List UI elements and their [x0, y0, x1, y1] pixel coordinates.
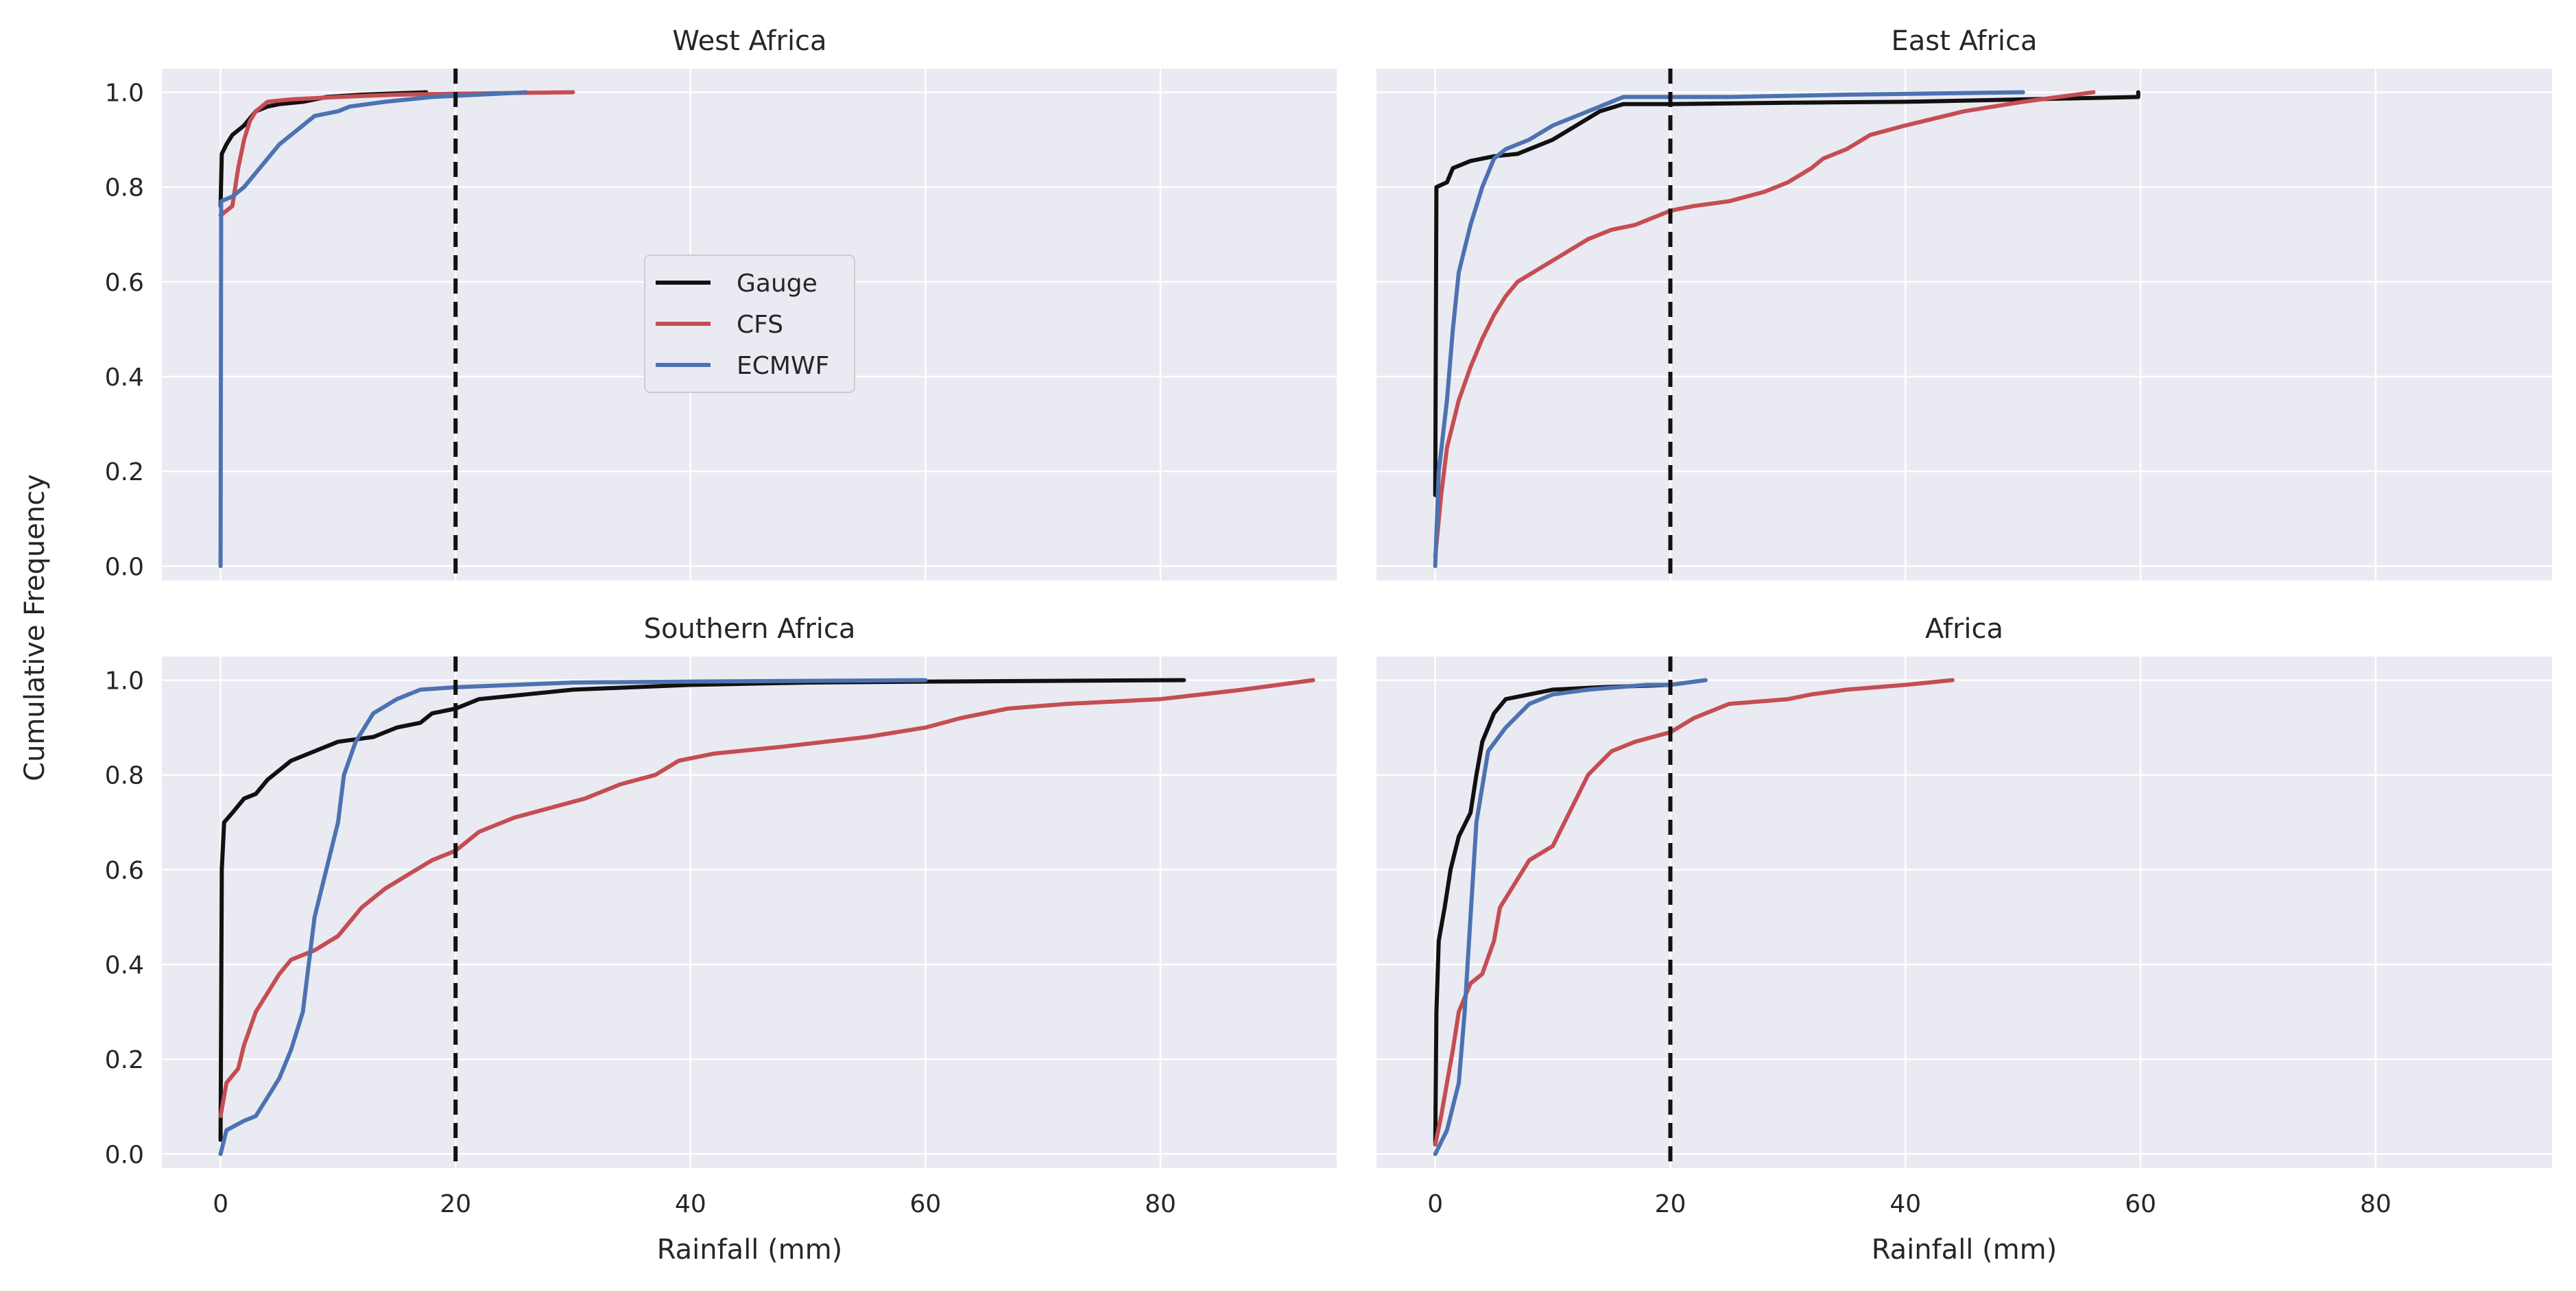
- panel-title: East Africa: [1891, 25, 2037, 57]
- x-axis-label: Rainfall (mm): [1872, 1234, 2058, 1266]
- plot-background: [1376, 69, 2552, 580]
- legend-box: [644, 254, 855, 393]
- panel-title: Southern Africa: [644, 613, 856, 645]
- x-tick-label: 60: [910, 1190, 942, 1218]
- x-tick-label: 40: [675, 1190, 706, 1218]
- y-tick-label: 0.6: [105, 857, 144, 885]
- x-tick-label: 20: [440, 1190, 471, 1218]
- y-tick-label: 0.8: [105, 762, 144, 790]
- series-line-cfs: [1433, 678, 1955, 1147]
- panel-title: Africa: [1925, 613, 2003, 645]
- y-tick-label: 0.0: [105, 553, 144, 581]
- x-tick-label: 80: [2360, 1190, 2392, 1218]
- series-group: [1433, 90, 2140, 569]
- panel-plot-area: 0 20 40 60 80 0.0 0.2 0.4 0.6 0.8 1.0: [105, 656, 1337, 1218]
- legend-label: Gauge: [737, 270, 818, 298]
- x-tick-label: 60: [2125, 1190, 2156, 1218]
- series-line-cfs: [1433, 90, 2096, 559]
- series-line-ecmwf: [1433, 90, 2025, 569]
- series-line-cfs: [218, 90, 575, 218]
- y-tick-label: 0.8: [105, 174, 144, 202]
- y-tick-label: 1.0: [105, 80, 144, 108]
- series-line-gauge: [1433, 90, 2140, 497]
- series-group: [218, 678, 1315, 1157]
- series-line-ecmwf: [218, 90, 528, 569]
- series-line-gauge: [1433, 683, 1673, 1147]
- x-tick-label: 40: [1889, 1190, 1921, 1218]
- y-tick-label: 0.4: [105, 951, 144, 980]
- panel-east-africa: East Africa: [1891, 25, 2037, 57]
- panel-plot-area: [1376, 69, 2552, 580]
- y-axis-label: Cumulative Frequency: [19, 474, 51, 781]
- panel-west-africa: West Africa: [672, 25, 826, 57]
- plot-background: [1376, 656, 2552, 1168]
- legend-label: ECMWF: [737, 352, 829, 380]
- panel-southern-africa: Southern Africa Rainfall (mm): [644, 613, 856, 1266]
- y-tick-label: 0.4: [105, 364, 144, 392]
- y-tick-label: 0.2: [105, 1046, 144, 1074]
- panel-title: West Africa: [672, 25, 826, 57]
- y-tick-label: 0.0: [105, 1141, 144, 1169]
- x-tick-label: 20: [1655, 1190, 1686, 1218]
- series-line-cfs: [218, 678, 1315, 1118]
- x-tick-label: 0: [213, 1190, 228, 1218]
- x-axis-label: Rainfall (mm): [657, 1234, 843, 1266]
- y-tick-label: 0.6: [105, 269, 144, 297]
- panel-plot-area: 0 20 40 60 80: [1376, 656, 2552, 1218]
- legend: Gauge CFS ECMWF: [644, 254, 855, 393]
- y-tick-label: 1.0: [105, 667, 144, 696]
- x-tick-label: 80: [1145, 1190, 1176, 1218]
- series-line-ecmwf: [1433, 678, 1708, 1157]
- series-line-ecmwf: [218, 678, 928, 1157]
- y-tick-label: 0.2: [105, 458, 144, 486]
- x-tick-label: 0: [1427, 1190, 1443, 1218]
- series-group: [218, 90, 575, 569]
- panel-africa: Africa Rainfall (mm): [1872, 613, 2058, 1266]
- series-group: [1433, 678, 1955, 1157]
- legend-label: CFS: [737, 311, 783, 339]
- series-line-gauge: [218, 678, 1186, 1142]
